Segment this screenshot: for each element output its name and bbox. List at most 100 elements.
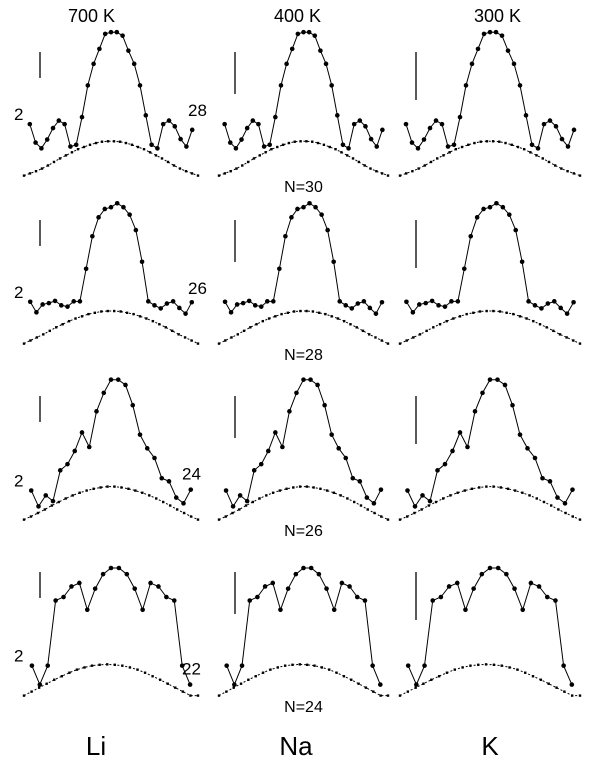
solid-point [454, 580, 460, 586]
dotted-point [425, 329, 428, 333]
dotted-point [379, 694, 382, 697]
dotted-point [120, 486, 123, 489]
solid-point [495, 565, 501, 571]
dotted-point [492, 309, 495, 313]
dotted-point [113, 663, 116, 666]
solid-point [44, 137, 50, 142]
solid-point [184, 144, 189, 149]
solid-point [529, 142, 535, 148]
dotted-point [267, 317, 271, 320]
solid-point [350, 475, 356, 481]
dotted-point [190, 172, 194, 175]
dotted-point [521, 491, 524, 494]
dotted-point [373, 511, 376, 515]
series-dotted-line [399, 310, 581, 345]
dotted-point [158, 323, 161, 326]
dotted-point [166, 160, 170, 164]
dotted-point [518, 315, 522, 318]
solid-point [294, 390, 299, 396]
dotted-point [417, 167, 420, 170]
column-title-300k: 300 K [474, 6, 521, 26]
dotted-point [305, 309, 308, 313]
dotted-point [283, 664, 287, 667]
dotted-point [470, 487, 474, 490]
solid-point [457, 114, 463, 120]
series-dotted-line [23, 486, 199, 521]
dotted-point [572, 172, 575, 175]
solid-point [374, 144, 380, 149]
solid-point [289, 215, 294, 220]
solid-point [370, 663, 375, 668]
dotted-point [472, 311, 475, 314]
solid-point [361, 299, 367, 304]
dotted-point [22, 518, 26, 521]
panel-row2-col1: 2 [14, 200, 200, 345]
solid-point [324, 586, 329, 591]
panel-row4-col3 [398, 565, 582, 697]
solid-point [108, 204, 114, 210]
solid-point [539, 306, 544, 311]
dotted-point [182, 511, 186, 515]
dotted-point [29, 339, 32, 342]
solid-point [316, 571, 322, 577]
dotted-point [366, 508, 369, 511]
solid-point [91, 61, 96, 67]
dotted-point [316, 141, 320, 145]
dotted-point [340, 151, 343, 154]
site-label-last: 28 [188, 101, 207, 120]
solid-point [480, 390, 485, 396]
solid-point [433, 118, 439, 123]
dotted-point [491, 140, 495, 143]
solid-point [313, 204, 318, 210]
solid-point [261, 144, 267, 149]
solid-point [133, 227, 139, 233]
solid-point [284, 61, 289, 67]
dotted-point [525, 317, 528, 320]
solid-point [50, 125, 56, 131]
solid-point [301, 29, 306, 35]
solid-point [435, 468, 440, 473]
dotted-point [106, 485, 109, 488]
dotted-point [28, 172, 32, 175]
dotted-point [550, 504, 553, 507]
solid-point [404, 299, 409, 305]
dotted-point [516, 145, 520, 149]
solid-point [28, 488, 34, 493]
dotted-point [560, 167, 563, 170]
solid-point [535, 146, 541, 151]
dotted-point [566, 170, 569, 173]
solid-point [558, 305, 564, 311]
solid-point [79, 114, 85, 120]
solid-point [301, 565, 306, 571]
solid-point [504, 571, 509, 577]
dotted-point [291, 663, 294, 666]
dotted-point [524, 671, 527, 674]
solid-point [287, 409, 292, 414]
dotted-point [285, 487, 288, 490]
dotted-point [349, 323, 352, 326]
dotted-point [224, 339, 227, 342]
solid-point [526, 299, 531, 304]
solid-point [183, 311, 188, 316]
dotted-point [217, 342, 221, 345]
dotted-point [50, 504, 54, 507]
solid-point [487, 565, 493, 571]
solid-point [264, 299, 270, 304]
solid-point [27, 299, 33, 305]
dotted-point [55, 326, 58, 329]
dotted-point [460, 145, 464, 149]
dotted-point [539, 678, 543, 681]
series-dotted-line [23, 140, 199, 177]
dotted-point [535, 497, 538, 500]
series-solid-line [29, 202, 193, 315]
solid-point [562, 501, 568, 506]
solid-point [171, 598, 177, 603]
dotted-point [238, 508, 241, 511]
dotted-point [570, 694, 574, 697]
solid-point [137, 432, 143, 437]
solid-point [56, 118, 62, 123]
dotted-point [249, 326, 252, 329]
dotted-point [78, 491, 81, 494]
dotted-point [346, 154, 349, 157]
